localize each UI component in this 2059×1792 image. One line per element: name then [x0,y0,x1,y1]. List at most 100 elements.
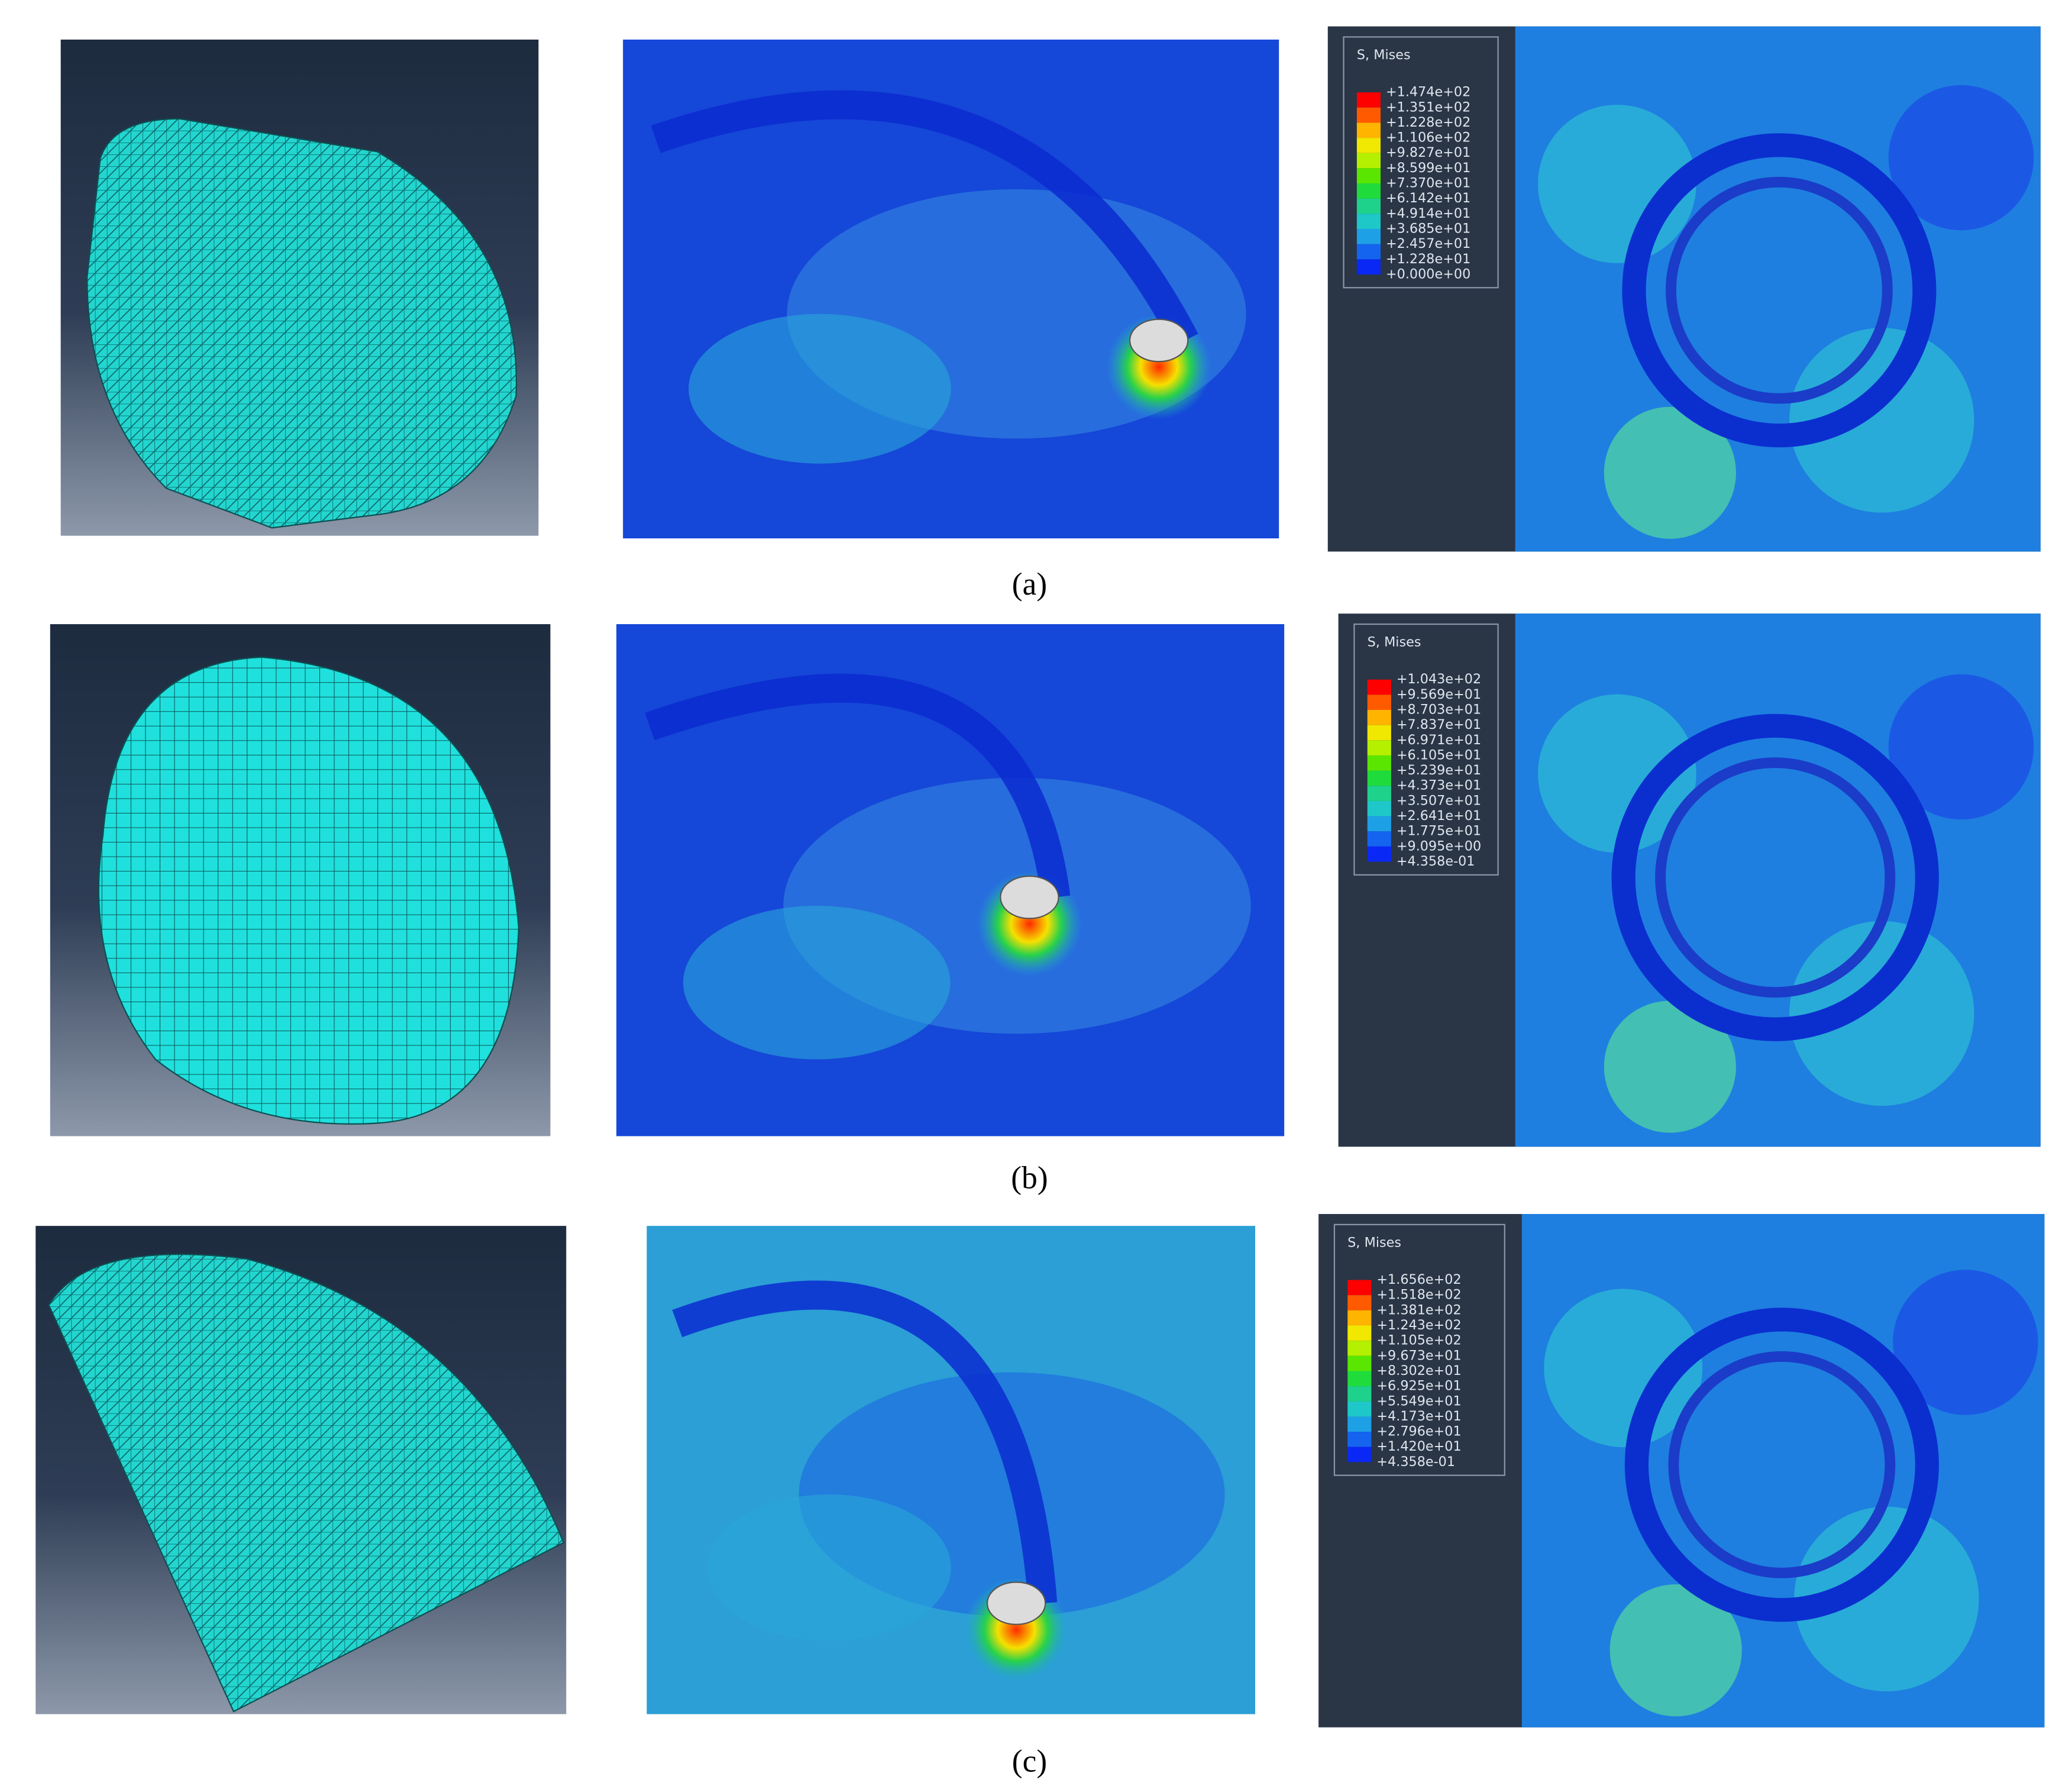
roller [1129,318,1189,363]
legend-swatch [1367,800,1391,816]
ring-inner [1666,176,1893,404]
legend-swatch [1356,214,1381,229]
stress-blob [1789,921,1974,1106]
legend-value: +6.925e+01 [1376,1378,1461,1394]
ring-inner [1668,1351,1896,1578]
stress-blob [689,314,951,464]
legend-swatch [1356,138,1381,153]
legend-swatch [1356,107,1381,123]
legend-value: +9.095e+00 [1397,838,1481,854]
legend-swatch [1347,1295,1372,1310]
legend-value: +1.043e+02 [1397,671,1481,687]
legend-swatch [1347,1280,1372,1296]
legend-swatch [1356,183,1381,199]
legend-value: +1.381e+02 [1376,1302,1461,1318]
stress-blob [1538,694,1696,853]
stress-blob [1604,406,1736,539]
legend-swatch [1367,770,1391,786]
legend-value: +5.549e+01 [1376,1393,1461,1409]
legend-swatch [1367,695,1391,711]
legend-value: +4.358e-01 [1397,854,1475,869]
legend-box [1333,1223,1505,1476]
legend-swatch [1367,679,1391,695]
stress-blob [1893,1270,2038,1415]
legend-value: +4.173e+01 [1376,1409,1461,1424]
legend-swatch [1347,1432,1372,1447]
mesh-body [86,118,518,529]
ring-outer [1611,713,1939,1041]
ring-outer [1624,1307,1939,1622]
legend-value: +4.358e-01 [1376,1454,1455,1470]
legend-swatch [1356,198,1381,214]
legend-value: +8.302e+01 [1376,1363,1461,1378]
legend-title: S, Mises [1357,47,1411,63]
mesh-body [98,656,520,1125]
legend-swatch [1356,168,1381,184]
legend-box [1343,36,1499,289]
legend-value: +9.569e+01 [1397,687,1481,702]
legend-value: +4.914e+01 [1386,206,1470,221]
legend-value: +1.656e+02 [1376,1272,1461,1287]
legend-box [1353,623,1499,876]
stress-blob [1789,328,1974,513]
legend-swatch [1367,831,1391,847]
stress-blob [1609,1584,1742,1717]
legend-swatch [1367,755,1391,771]
legend-swatch [1356,153,1381,169]
legend-value: +5.239e+01 [1397,763,1481,778]
stress-blob [707,1494,951,1641]
legend-value: +9.673e+01 [1376,1348,1461,1363]
stress-blob [1888,674,2034,820]
legend-value: +2.457e+01 [1386,236,1470,251]
legend-swatch [1347,1371,1372,1387]
legend-swatch [1356,244,1381,260]
legend-value: +1.474e+02 [1386,85,1470,100]
legend-value: +8.599e+01 [1386,160,1470,176]
legend-value: +0.000e+00 [1386,266,1470,282]
legend-swatch [1347,1310,1372,1326]
legend-value: +1.106e+02 [1386,130,1470,146]
stress-blob [1888,85,2034,231]
legend-swatch [1367,816,1391,832]
legend-value: +8.703e+01 [1397,702,1481,718]
legend-title: S, Mises [1347,1235,1401,1251]
legend-swatch [1367,725,1391,741]
panel-label: (a) [1012,566,1047,602]
stress-blob [1604,1000,1736,1133]
panel-label: (c) [1012,1743,1047,1778]
legend-swatch [1347,1401,1372,1417]
ring-outer [1622,133,1937,448]
legend-swatch [1367,786,1391,801]
stress-blob [683,906,951,1060]
panel-label: (b) [1011,1160,1048,1196]
legend-value: +1.243e+02 [1376,1318,1461,1333]
legend-swatch [1347,1355,1372,1371]
ring-part [645,673,1071,899]
legend-value: +2.796e+01 [1376,1424,1461,1439]
legend-value: +1.518e+02 [1376,1287,1461,1303]
legend-swatch [1367,740,1391,755]
legend-swatch [1347,1325,1372,1341]
legend-value: +1.228e+01 [1386,251,1470,267]
legend-swatch [1356,122,1381,138]
stress-blob [1544,1289,1703,1448]
legend-value: +6.971e+01 [1397,732,1481,748]
ring-part [672,1280,1058,1604]
legend-value: +6.105e+01 [1397,747,1481,763]
legend-swatch [1347,1446,1372,1462]
legend-value: +4.373e+01 [1397,778,1481,793]
legend-swatch [1356,228,1381,244]
ring-part [651,90,1198,347]
legend-value: +1.775e+01 [1397,824,1481,839]
legend-value: +1.228e+02 [1386,115,1470,130]
legend-value: +9.827e+01 [1386,145,1470,160]
legend-swatch [1356,259,1381,275]
legend-swatch [1356,92,1381,108]
legend-value: +3.507e+01 [1397,793,1481,808]
legend-value: +7.837e+01 [1397,717,1481,732]
legend-value: +1.420e+01 [1376,1439,1461,1454]
ring-inner [1655,757,1896,998]
legend-value: +7.370e+01 [1386,176,1470,191]
